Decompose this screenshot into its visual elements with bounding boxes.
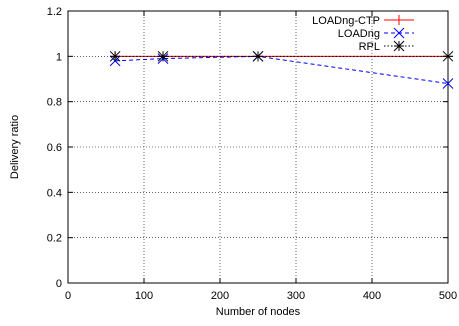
x-tick-label: 200 xyxy=(211,290,229,302)
x-tick-label: 500 xyxy=(439,290,457,302)
series-rpl xyxy=(109,50,454,62)
x-tick-label: 300 xyxy=(287,290,305,302)
data-point xyxy=(442,78,454,89)
series-loadng xyxy=(109,50,454,89)
y-tick-label: 1 xyxy=(56,51,62,63)
x-axis-label: Number of nodes xyxy=(216,306,301,318)
y-tick-label: 1.2 xyxy=(47,6,62,18)
axis-ticks: 0 0.2 0.4 0.6 0.8 1 1.2 0 100 200 300 400 500 xyxy=(47,6,457,302)
legend-entry: RPL xyxy=(359,40,414,53)
y-axis-label: Delivery ratio xyxy=(9,115,21,179)
marker-stroke xyxy=(442,78,454,89)
legend-marker xyxy=(394,15,404,25)
legend-label: LOADng xyxy=(338,28,380,40)
legend-marker xyxy=(393,40,405,52)
marker-stroke xyxy=(157,50,169,62)
legend-entry: LOADng-CTP xyxy=(312,15,414,27)
y-tick-label: 0.8 xyxy=(47,97,62,109)
legend-entry: LOADng xyxy=(338,27,414,40)
y-tick-label: 0.2 xyxy=(47,233,62,245)
data-point xyxy=(252,50,264,62)
marker-stroke xyxy=(393,40,405,52)
legend-label: LOADng-CTP xyxy=(312,15,380,27)
marker-stroke xyxy=(109,50,121,62)
marker-stroke xyxy=(442,50,454,62)
data-point xyxy=(442,50,454,62)
marker-stroke xyxy=(252,50,264,62)
series-layer xyxy=(109,50,454,89)
legend-marker xyxy=(393,27,405,39)
y-tick-label: 0 xyxy=(56,278,62,290)
x-tick-label: 100 xyxy=(135,290,153,302)
series-line xyxy=(115,55,449,85)
x-tick-label: 400 xyxy=(363,290,381,302)
legend-label: RPL xyxy=(359,41,380,53)
marker-stroke xyxy=(393,27,405,39)
y-tick-label: 0.4 xyxy=(47,187,62,199)
x-tick-label: 0 xyxy=(65,290,71,302)
y-tick-label: 0.6 xyxy=(47,142,62,154)
data-point xyxy=(109,50,121,62)
data-point xyxy=(157,50,169,62)
